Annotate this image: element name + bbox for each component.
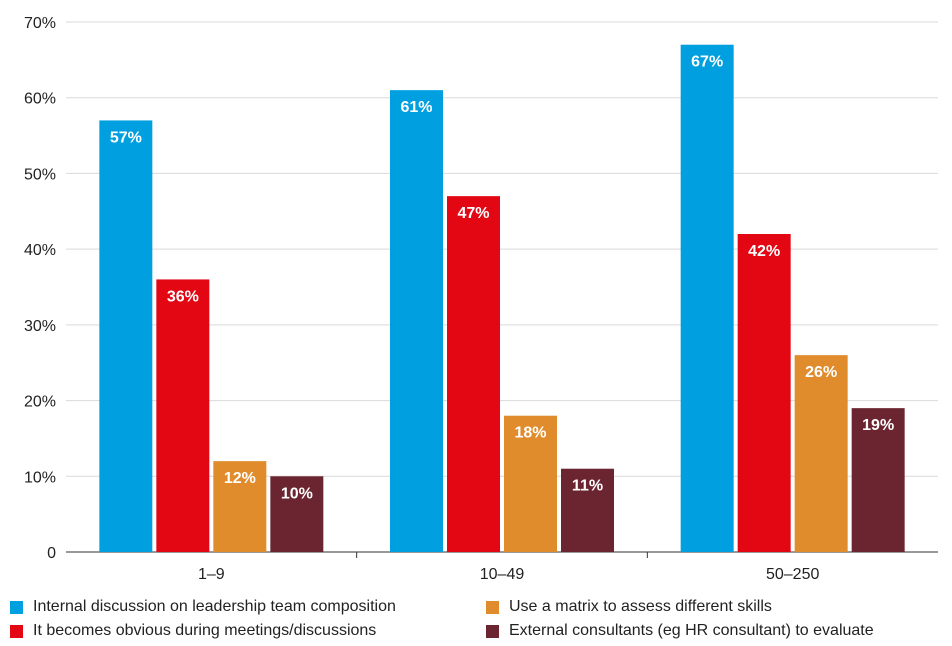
legend-label-skills-matrix: Use a matrix to assess different skills — [509, 598, 772, 615]
data-label-50-250-series-1: 67% — [691, 54, 723, 71]
legend-item-obvious-during-meetings: It becomes obvious during meetings/discu… — [10, 620, 376, 642]
y-tick-label-30: 30% — [24, 318, 56, 335]
y-tick-label-60: 60% — [24, 91, 56, 108]
y-tick-label-20: 20% — [24, 394, 56, 411]
legend: Internal discussion on leadership team c… — [10, 596, 950, 644]
legend-swatch-skills-matrix — [486, 600, 499, 614]
legend-item-skills-matrix: Use a matrix to assess different skills — [486, 596, 772, 618]
y-tick-label-0: 0 — [47, 545, 56, 562]
data-label-10-49-series-4: 11% — [572, 478, 603, 495]
bar-1-9-series-2 — [156, 279, 210, 552]
x-tick-label-1-9: 1–9 — [198, 566, 225, 583]
x-tick-label-10-49: 10–49 — [480, 566, 525, 583]
bar-10-49-series-2 — [447, 196, 500, 552]
bar-10-49-series-4 — [561, 468, 614, 552]
bar-50-250-series-4 — [851, 408, 905, 552]
bar-50-250-series-3 — [794, 355, 848, 552]
bar-1-9-series-3 — [213, 461, 267, 552]
bar-10-49-series-3 — [504, 415, 557, 552]
data-label-50-250-series-2: 42% — [748, 243, 780, 260]
legend-label-external-consultants: External consultants (eg HR consultant) … — [509, 622, 874, 639]
y-tick-label-70: 70% — [24, 15, 56, 32]
legend-item-internal-discussion: Internal discussion on leadership team c… — [10, 596, 396, 618]
legend-item-external-consultants: External consultants (eg HR consultant) … — [486, 620, 874, 642]
x-tick-label-50-250: 50–250 — [766, 566, 819, 583]
bar-1-9-series-1 — [99, 120, 153, 552]
bar-50-250-series-1 — [680, 44, 734, 552]
data-label-10-49-series-2: 47% — [457, 205, 489, 222]
legend-swatch-internal-discussion — [10, 600, 23, 614]
y-tick-label-50: 50% — [24, 166, 56, 183]
legend-label-internal-discussion: Internal discussion on leadership team c… — [33, 598, 396, 615]
data-label-50-250-series-4: 19% — [862, 417, 894, 434]
y-tick-label-10: 10% — [24, 469, 56, 486]
data-label-1-9-series-2: 36% — [167, 288, 199, 305]
data-label-1-9-series-3: 12% — [224, 470, 256, 487]
y-tick-label-40: 40% — [24, 242, 56, 259]
bar-10-49-series-1 — [390, 90, 443, 553]
data-label-50-250-series-3: 26% — [805, 364, 837, 381]
legend-swatch-external-consultants — [486, 624, 499, 638]
bar-1-9-series-4 — [270, 476, 324, 552]
legend-swatch-obvious-during-meetings — [10, 624, 23, 638]
data-label-10-49-series-3: 18% — [514, 425, 546, 442]
data-label-1-9-series-4: 10% — [281, 485, 313, 502]
legend-label-obvious-during-meetings: It becomes obvious during meetings/discu… — [33, 622, 377, 639]
data-label-10-49-series-1: 61% — [400, 99, 432, 116]
bar-50-250-series-2 — [737, 234, 791, 552]
data-label-1-9-series-1: 57% — [110, 129, 142, 146]
bar-chart: 0 10% 20% 30% 40% 50% 60% 70% 57% 36% 12% 10% 1–9 61%… — [24, 15, 938, 583]
